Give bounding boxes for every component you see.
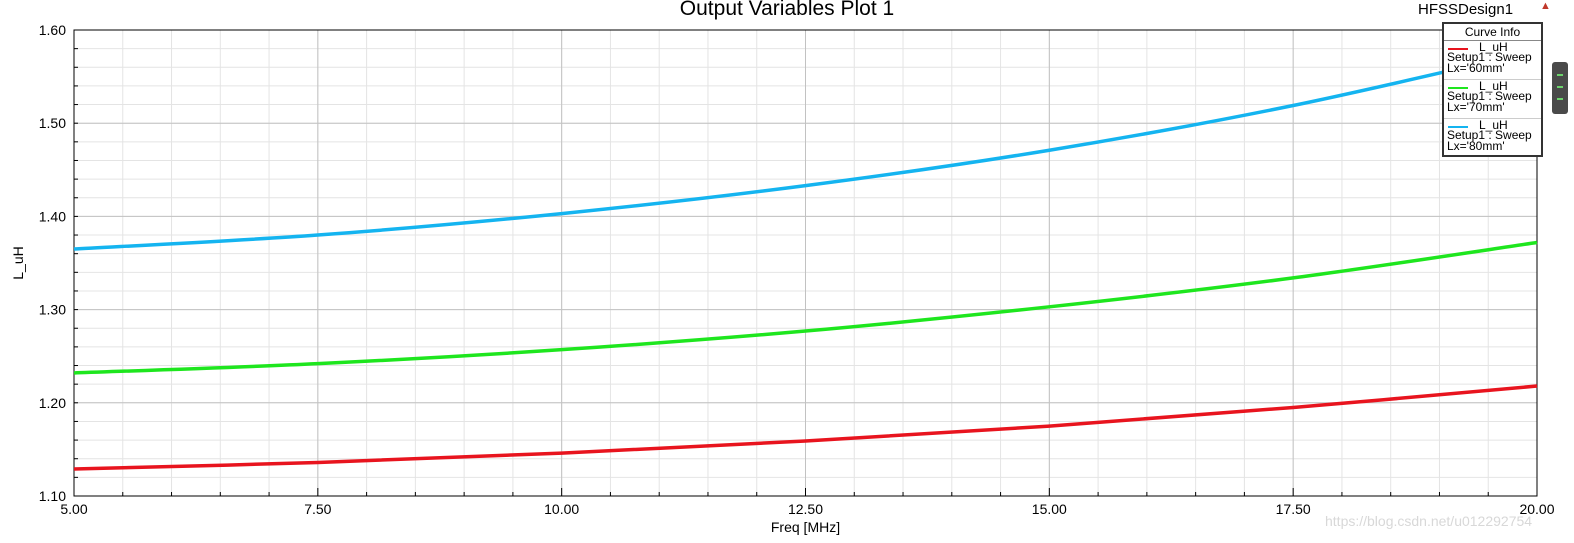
ansys-logo-icon: ▲ (1540, 0, 1551, 12)
legend-item-setup: Setup1 : Sweep (1447, 128, 1532, 142)
y-tick-label: 1.50 (39, 115, 66, 131)
x-tick-label: 10.00 (544, 501, 579, 517)
y-tick-label: 1.60 (39, 22, 66, 38)
legend-item-name: L_uH (1479, 118, 1508, 132)
y-tick-label: 1.10 (39, 488, 66, 504)
legend-item-name: L_uH (1479, 79, 1508, 93)
y-axis-label: L_uH (10, 246, 26, 279)
legend-swatch-80mm (1448, 126, 1468, 128)
x-tick-label: 5.00 (60, 501, 87, 517)
watermark-text: https://blog.csdn.net/u012292754 (1325, 513, 1533, 529)
legend-box[interactable]: Curve Info L_uH Setup1 : Sweep Lx='60mm'… (1442, 22, 1543, 157)
design-name: HFSSDesign1 (1418, 1, 1514, 18)
scroll-handle[interactable] (1552, 62, 1568, 114)
legend-item-param: Lx='80mm' (1447, 139, 1505, 153)
y-tick-label: 1.20 (39, 395, 66, 411)
x-tick-label: 15.00 (1032, 501, 1067, 517)
legend-swatch-60mm (1448, 48, 1468, 50)
legend-item-setup: Setup1 : Sweep (1447, 50, 1532, 64)
x-tick-label: 20.00 (1519, 501, 1554, 517)
x-tick-label: 17.50 (1276, 501, 1311, 517)
legend-title: Curve Info (1444, 24, 1541, 41)
plot-title: Output Variables Plot 1 (679, 0, 895, 20)
x-tick-label: 7.50 (304, 501, 331, 517)
legend-swatch-70mm (1448, 87, 1468, 89)
y-tick-label: 1.40 (39, 208, 66, 224)
legend-item-80mm[interactable]: L_uH Setup1 : Sweep Lx='80mm' (1444, 119, 1541, 157)
legend-item-param: Lx='60mm' (1447, 61, 1505, 75)
x-axis-label: Freq [MHz] (771, 519, 840, 535)
legend-item-name: L_uH (1479, 40, 1508, 54)
legend-item-param: Lx='70mm' (1447, 100, 1505, 114)
legend-item-70mm[interactable]: L_uH Setup1 : Sweep Lx='70mm' (1444, 80, 1541, 119)
x-tick-label: 12.50 (788, 501, 823, 517)
y-tick-label: 1.30 (39, 302, 66, 318)
legend-item-setup: Setup1 : Sweep (1447, 89, 1532, 103)
legend-item-60mm[interactable]: L_uH Setup1 : Sweep Lx='60mm' (1444, 41, 1541, 80)
